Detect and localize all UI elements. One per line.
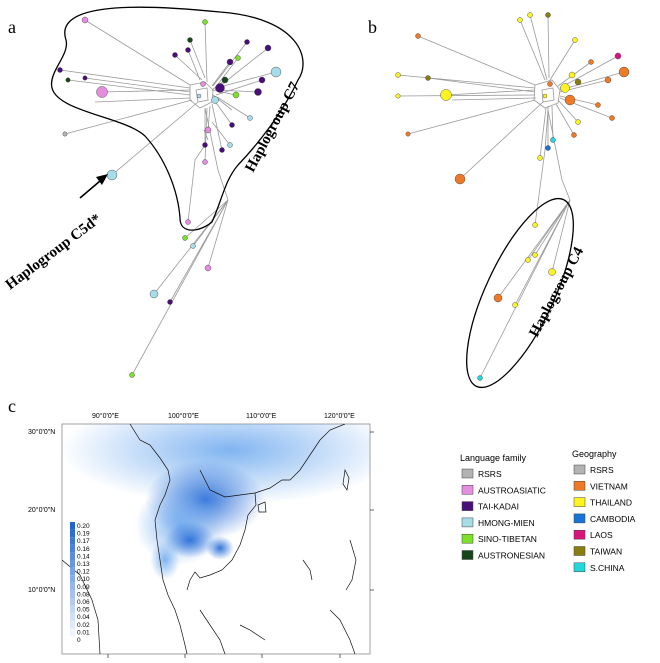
scale-swatch — [70, 522, 75, 530]
legend-language-item-swatch — [461, 533, 474, 544]
panel-c-letter: c — [8, 396, 16, 416]
scale-value: 0 — [77, 637, 81, 644]
scale-swatch — [70, 575, 75, 583]
scale-value: 0.04 — [77, 614, 90, 621]
legend-language-item-label: SINO-TIBETAN — [478, 534, 537, 544]
legend-geography-item-swatch — [573, 546, 586, 556]
legend-geography-item-swatch — [573, 481, 586, 491]
legend-language-item-swatch — [461, 550, 474, 560]
panel-c: c 90°0'0"E — [8, 396, 374, 658]
network-a-nodes — [57, 16, 282, 378]
scale-value: 0.08 — [77, 591, 90, 598]
lat-label-10: 10°0'0"N — [28, 586, 55, 594]
scale-swatch — [70, 537, 75, 545]
legend-language-item-label: AUSTROASIATIC — [478, 485, 546, 495]
haplogroup-c5d-label: Haplogroup C5d* — [3, 211, 105, 293]
scale-value: 0.20 — [77, 523, 90, 530]
scale-value: 0.17 — [77, 538, 90, 545]
scale-swatch — [70, 620, 75, 629]
network-a-edges — [59, 19, 277, 376]
legend-language-item-label: HMONG-MIEN — [478, 518, 535, 528]
map-lat-ticks: 30°0'0"N 20°0'0"N 10°0'0"N — [28, 428, 374, 594]
legend-geography-item-swatch — [573, 529, 586, 540]
scale-value: 0.19 — [77, 531, 90, 538]
network-b-nodes — [395, 12, 630, 381]
map-lon-ticks: 90°0'0"E 100°0'0"E 110°0'0"E 120°0'0"E — [92, 412, 355, 658]
lon-label-100: 100°0'0"E — [168, 412, 199, 420]
haplogroup-c5d-arrow — [79, 180, 101, 199]
panel-a-letter: a — [8, 17, 16, 37]
scale-swatch — [70, 636, 75, 644]
legend-geography-item-label: CAMBODIA — [590, 514, 636, 524]
map-heat — [62, 424, 370, 580]
scale-value: 0.12 — [77, 569, 90, 576]
scale-value: 0.16 — [77, 546, 90, 553]
lat-label-20: 20°0'0"N — [28, 506, 55, 514]
arrow-head — [96, 174, 108, 185]
panel-b-letter: b — [368, 17, 377, 37]
legend-geography-item-label: S.CHINA — [590, 563, 625, 573]
scale-swatch — [70, 567, 75, 576]
scale-swatch — [70, 560, 75, 568]
panel-a: a — [3, 6, 304, 378]
legend-geography-item-swatch — [573, 464, 586, 475]
scale-value: 0.06 — [77, 599, 90, 606]
lat-label-30: 30°0'0"N — [28, 428, 55, 436]
panel-b: b — [368, 12, 630, 389]
legend-geography-item-label: THAILAND — [590, 498, 632, 508]
scale-value: 0.13 — [77, 561, 90, 568]
scale-swatch — [70, 529, 75, 538]
scale-value: 0.01 — [77, 629, 90, 636]
legend-geography-title: Geography — [572, 449, 617, 459]
scale-swatch — [70, 544, 75, 553]
scale-value: 0.14 — [77, 553, 90, 560]
lon-label-90: 90°0'0"E — [92, 412, 119, 420]
legend-language-item-label: AUSTRONESIAN — [478, 551, 545, 561]
lon-label-120: 120°0'0"E — [324, 412, 355, 420]
scale-value: 0.05 — [77, 607, 90, 614]
color-scale: 0.200.190.170.160.140.130.120.100.090.08… — [70, 522, 90, 644]
legend-language-item-swatch — [461, 468, 474, 479]
haplogroup-c4-outline — [466, 197, 574, 389]
scale-swatch — [70, 552, 75, 560]
scale-value: 0.09 — [77, 584, 90, 591]
haplogroup-c4-label: Haplogroup C4 — [526, 244, 587, 340]
haplogroup-c7-label: Haplogroup C7 — [242, 79, 303, 175]
scale-swatch — [70, 628, 75, 636]
legend-language-item-label: TAI-KADAI — [478, 502, 519, 512]
legend-geography-item-label: LAOS — [590, 530, 613, 540]
network-b-edges — [397, 14, 625, 379]
legend-language-item-label: RSRS — [478, 469, 502, 479]
legend-geography: Geography RSRS VIETNAM THAILAND CAMBODIA LAO… — [572, 449, 636, 573]
legend-language-title: Language family — [460, 453, 527, 463]
legend-geography-item-swatch — [573, 497, 586, 507]
legend-language-item-swatch — [461, 501, 474, 511]
scale-swatch — [70, 590, 75, 598]
legend-language-item-swatch — [461, 517, 474, 528]
scale-value: 0.02 — [77, 622, 90, 629]
scale-value: 0.10 — [77, 576, 90, 583]
scale-swatch — [70, 582, 75, 591]
legend-geography-item-label: VIETNAM — [590, 481, 628, 491]
scale-swatch — [70, 605, 75, 614]
scale-swatch — [70, 598, 75, 606]
legend-geography-item-swatch — [573, 562, 586, 573]
haplogroup-c7-outline — [50, 6, 304, 231]
legend-language: Language family RSRS AUSTROASIATIC TAI-KAD… — [460, 453, 546, 561]
legend-geography-item-label: RSRS — [590, 465, 614, 475]
legend-geography-item-label: TAIWAN — [590, 547, 622, 557]
legend-language-item-swatch — [461, 485, 474, 495]
lon-label-110: 110°0'0"E — [246, 412, 277, 420]
scale-swatch — [70, 613, 75, 621]
legend-geography-item-swatch — [573, 513, 586, 524]
